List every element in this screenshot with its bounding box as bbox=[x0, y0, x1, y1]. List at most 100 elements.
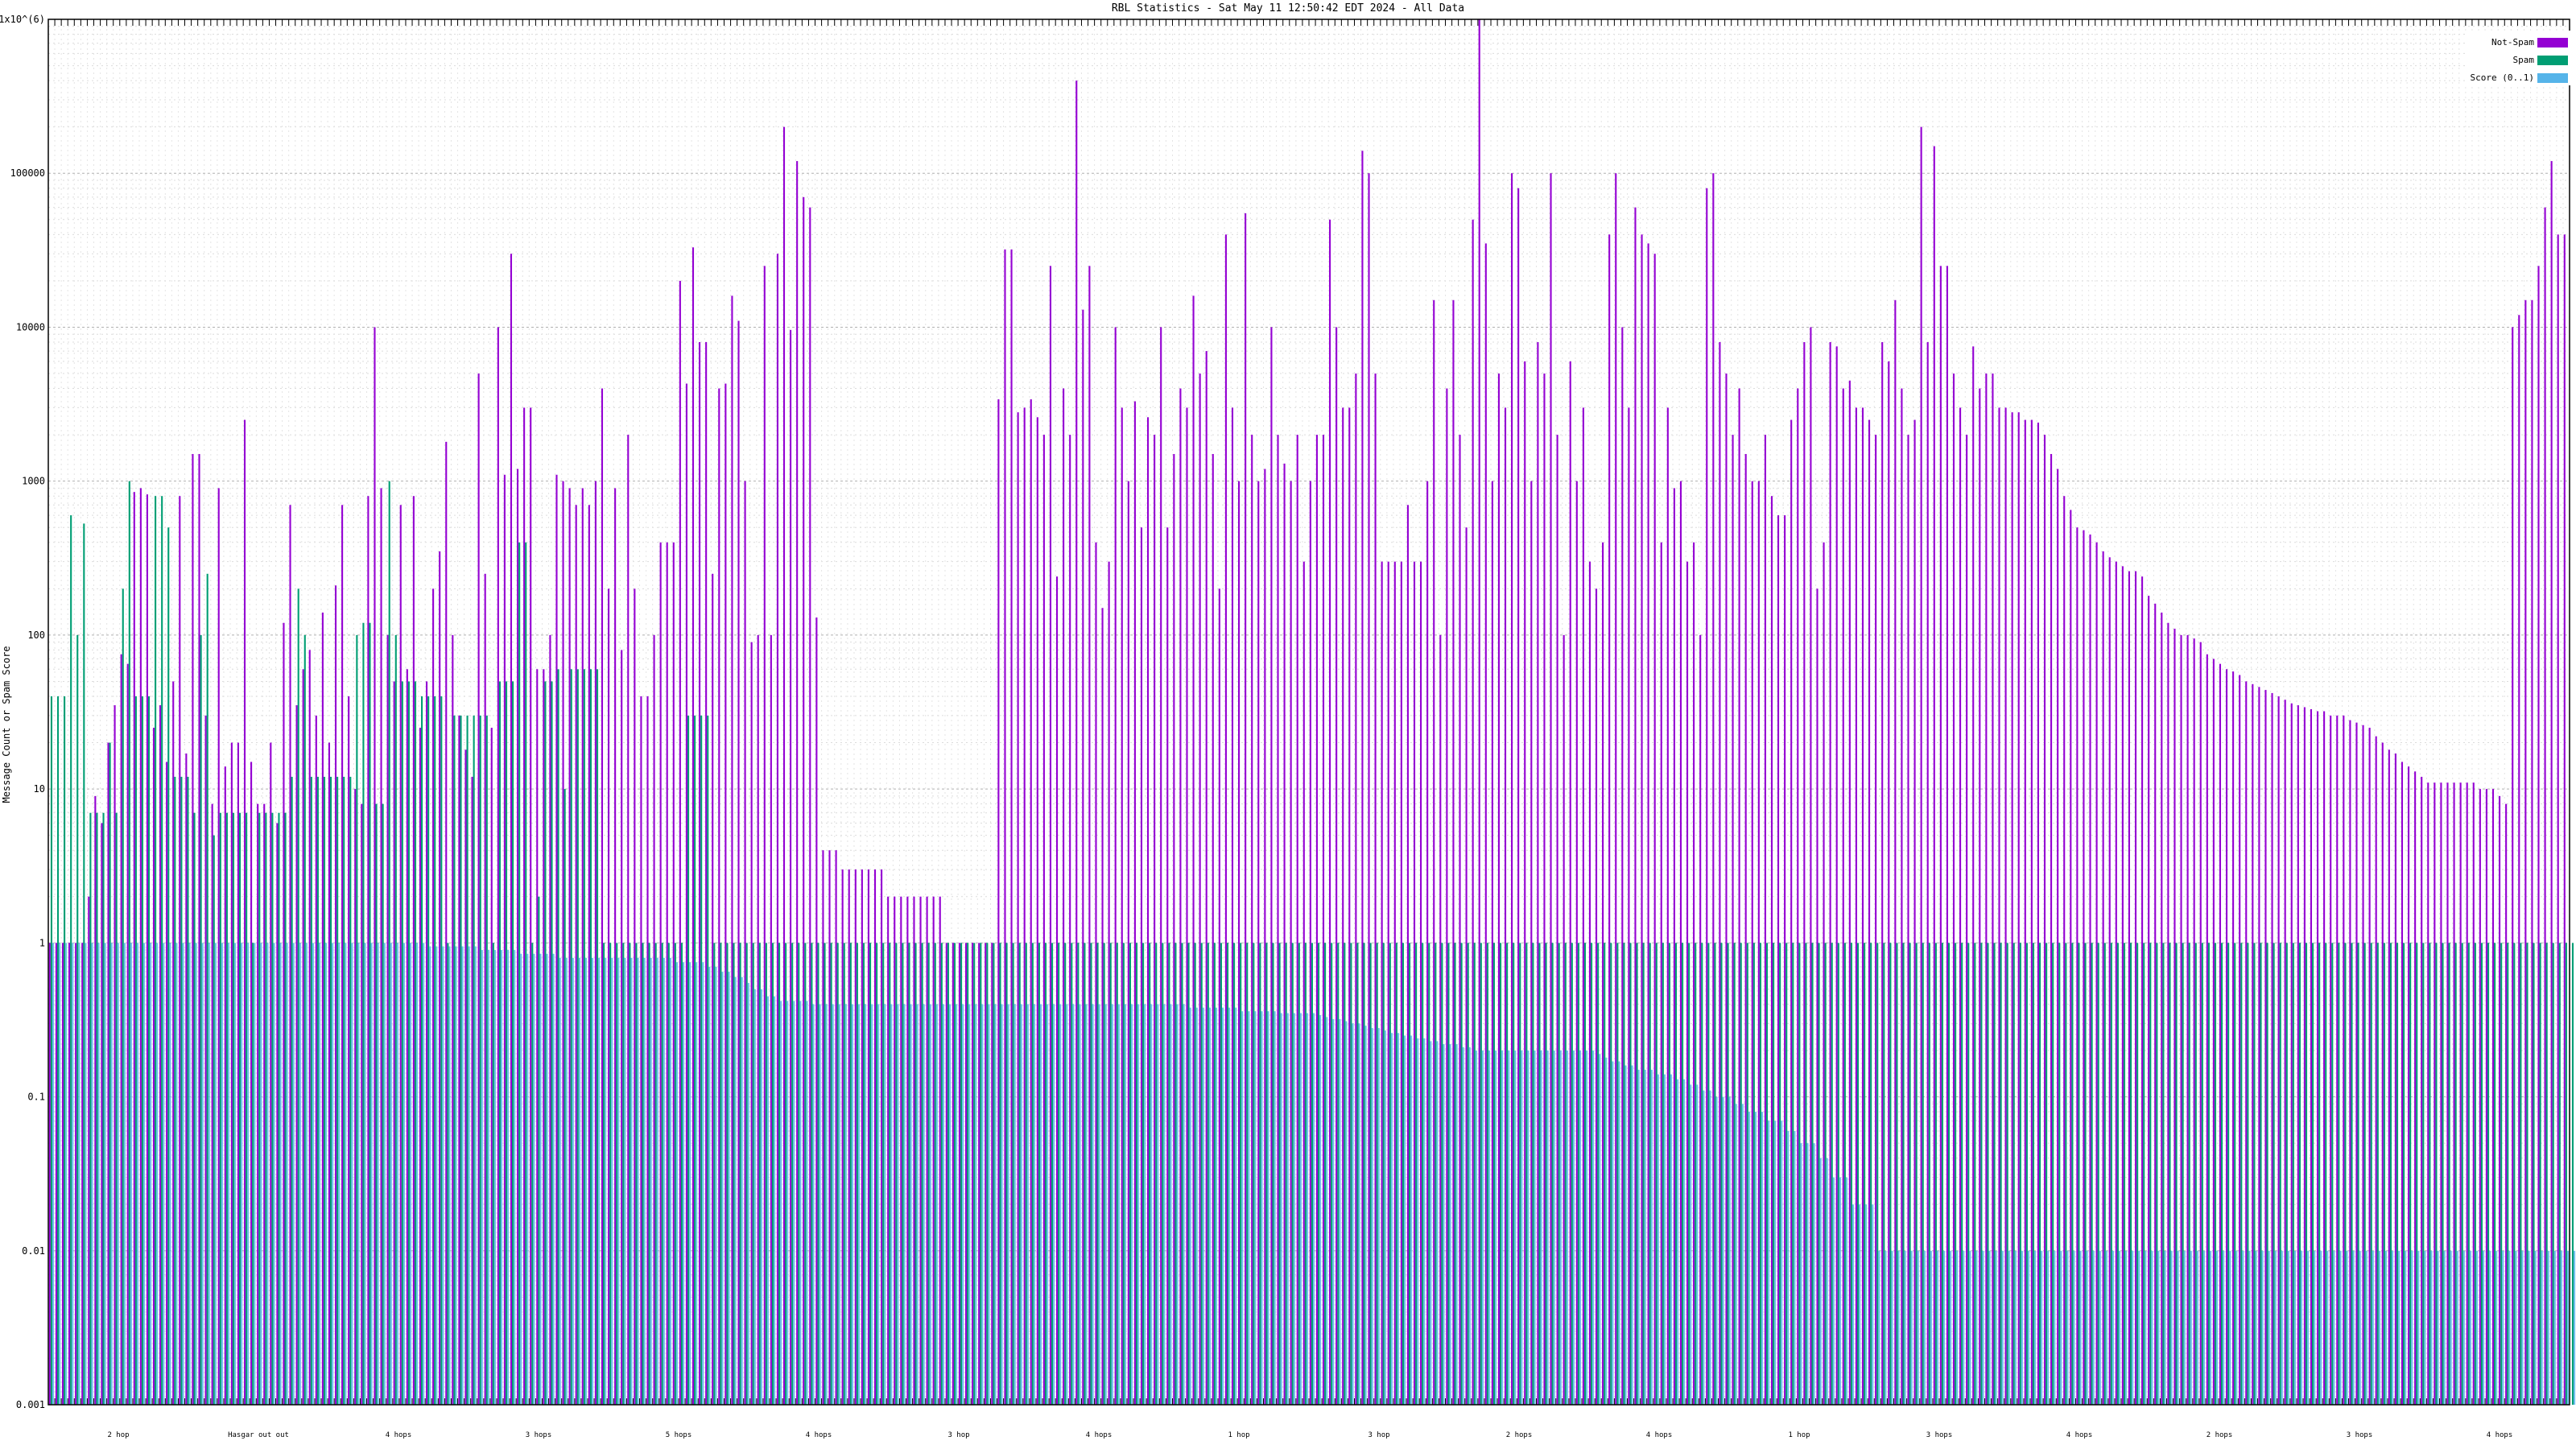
bar-not-spam bbox=[2011, 412, 2013, 1406]
bar-not-spam bbox=[848, 869, 850, 1405]
bar-spam bbox=[804, 943, 807, 1405]
bar-score bbox=[1696, 1084, 1699, 1405]
bar-score bbox=[332, 943, 334, 1405]
bar-not-spam bbox=[1497, 374, 1500, 1405]
bar-score bbox=[942, 1004, 944, 1405]
bar-spam bbox=[1174, 943, 1177, 1405]
bar-score bbox=[1722, 1096, 1724, 1405]
bar-score bbox=[2073, 1250, 2075, 1405]
bar-score bbox=[500, 950, 503, 1405]
bar-spam bbox=[2156, 943, 2158, 1405]
bar-spam bbox=[2052, 943, 2054, 1405]
bar-score bbox=[2261, 1250, 2264, 1405]
bar-not-spam bbox=[2531, 299, 2533, 1405]
bar-spam bbox=[1213, 943, 1216, 1405]
bar-not-spam bbox=[1751, 481, 1753, 1406]
bar-not-spam bbox=[744, 481, 746, 1406]
bar-spam bbox=[1928, 943, 1930, 1405]
bar-spam bbox=[739, 943, 741, 1405]
bar-spam bbox=[1473, 943, 1476, 1405]
bar-not-spam bbox=[1420, 561, 1422, 1405]
bar-not-spam bbox=[374, 327, 376, 1406]
legend-label-not-spam: Not-Spam bbox=[2491, 37, 2534, 47]
bar-spam bbox=[2513, 943, 2516, 1405]
bar-score bbox=[1891, 1250, 1893, 1405]
bar-spam bbox=[252, 943, 254, 1405]
bar-score bbox=[1612, 1061, 1614, 1405]
bar-score bbox=[2424, 1250, 2426, 1405]
bar-score bbox=[2001, 1250, 2004, 1405]
bar-score bbox=[2489, 1250, 2491, 1405]
bar-not-spam bbox=[1835, 346, 1838, 1406]
bar-not-spam bbox=[361, 803, 363, 1405]
bar-not-spam bbox=[588, 505, 590, 1405]
bar-not-spam bbox=[1472, 219, 1474, 1405]
bar-score bbox=[2359, 1250, 2361, 1405]
bar-not-spam bbox=[549, 634, 551, 1405]
bar-score bbox=[2170, 1250, 2173, 1405]
bar-not-spam bbox=[1881, 341, 1884, 1406]
bar-spam bbox=[2416, 943, 2418, 1405]
bar-not-spam bbox=[1777, 515, 1780, 1405]
bar-score bbox=[741, 976, 743, 1405]
bar-score bbox=[1806, 1143, 1809, 1405]
bar-score bbox=[637, 957, 639, 1405]
bar-spam bbox=[1226, 943, 1229, 1405]
bar-score bbox=[1130, 1004, 1133, 1405]
bar-spam bbox=[187, 776, 189, 1405]
bar-not-spam bbox=[2330, 715, 2332, 1405]
bar-not-spam bbox=[146, 494, 148, 1405]
bar-score bbox=[1098, 1004, 1100, 1405]
bar-score bbox=[201, 943, 204, 1405]
bar-spam bbox=[56, 696, 60, 1405]
bar-spam bbox=[1987, 943, 1989, 1405]
legend-swatch-score bbox=[2537, 73, 2568, 83]
bar-score bbox=[2346, 1250, 2348, 1405]
bar-not-spam bbox=[640, 696, 642, 1405]
bar-not-spam bbox=[1302, 561, 1305, 1405]
bar-spam bbox=[1181, 943, 1183, 1405]
bar-spam bbox=[2318, 943, 2321, 1405]
bar-spam bbox=[531, 943, 534, 1405]
bar-spam bbox=[2201, 943, 2203, 1405]
bar-not-spam bbox=[1231, 407, 1234, 1406]
bar-spam bbox=[2058, 943, 2061, 1405]
x-category-label: 4 hops bbox=[2487, 1431, 2513, 1439]
bar-score bbox=[1332, 1018, 1335, 1405]
bar-not-spam bbox=[1484, 243, 1487, 1405]
bar-not-spam bbox=[2381, 742, 2384, 1405]
bar-spam bbox=[1785, 943, 1788, 1405]
bar-spam bbox=[2162, 943, 2165, 1405]
x-category-labels: 2 hop Hasgar out out 4 hops 3 hops 5 hops 4 h… bbox=[107, 1431, 2512, 1439]
bar-score bbox=[1605, 1057, 1608, 1405]
bar-not-spam bbox=[289, 505, 291, 1405]
bar-spam bbox=[940, 943, 943, 1405]
bar-not-spam bbox=[2349, 720, 2351, 1405]
bar-not-spam bbox=[1277, 435, 1279, 1405]
bar-spam bbox=[1031, 943, 1034, 1405]
bar-not-spam bbox=[321, 612, 324, 1405]
bar-spam bbox=[1591, 943, 1593, 1405]
bar-not-spam bbox=[867, 869, 869, 1405]
bar-score bbox=[2223, 1250, 2225, 1405]
bar-score bbox=[1579, 1050, 1582, 1405]
bar-not-spam bbox=[1972, 346, 1975, 1406]
bar-score bbox=[1221, 1007, 1224, 1405]
bar-not-spam bbox=[1205, 351, 1208, 1405]
bar-not-spam bbox=[139, 488, 142, 1406]
bar-score bbox=[1878, 1250, 1880, 1405]
bar-not-spam bbox=[1842, 388, 1844, 1405]
bar-score bbox=[325, 943, 328, 1405]
bar-spam bbox=[2038, 943, 2041, 1405]
bar-score bbox=[1663, 1074, 1666, 1405]
bar-spam bbox=[2448, 943, 2450, 1405]
bar-spam bbox=[1915, 943, 1918, 1405]
bar-spam bbox=[2078, 943, 2080, 1405]
bar-spam bbox=[525, 542, 527, 1405]
bar-score bbox=[2190, 1250, 2192, 1405]
bar-score bbox=[806, 1001, 808, 1405]
bar-spam bbox=[2565, 943, 2567, 1405]
bar-spam bbox=[1344, 943, 1346, 1405]
bar-score bbox=[1468, 1046, 1471, 1405]
bar-spam bbox=[700, 715, 703, 1405]
